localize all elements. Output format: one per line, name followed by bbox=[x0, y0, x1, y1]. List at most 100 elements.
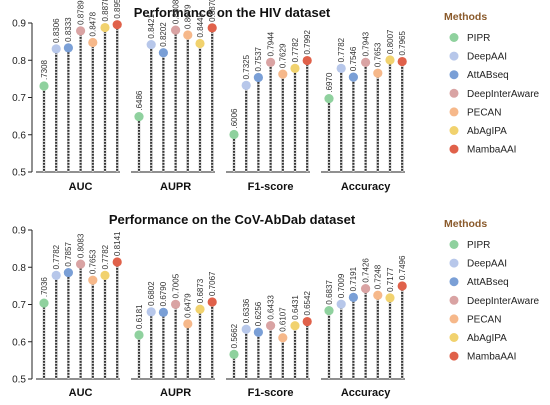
data-label: 0.7426 bbox=[361, 258, 370, 283]
data-label: 0.8141 bbox=[113, 231, 122, 256]
y-tick-label: 0.9 bbox=[12, 226, 26, 237]
x-category-label: Accuracy bbox=[341, 387, 391, 399]
legend-marker-pipr bbox=[449, 240, 459, 249]
point-mambaaai bbox=[397, 281, 407, 291]
data-label: 0.7943 bbox=[361, 31, 370, 56]
legend-entry-abagipa: AbAgIPA bbox=[467, 126, 507, 137]
point-pipr bbox=[229, 349, 239, 359]
data-label: 0.8306 bbox=[52, 18, 61, 43]
point-abagipa bbox=[385, 293, 395, 303]
legend: Methods PIPR DeepAAI AttABseq DeepInterAware… bbox=[444, 11, 540, 156]
point-abagipa bbox=[195, 304, 205, 314]
data-label: 0.6336 bbox=[242, 298, 251, 323]
point-mambaaai bbox=[397, 56, 407, 67]
data-label: 0.8333 bbox=[64, 17, 73, 42]
data-label: 0.8955 bbox=[113, 0, 122, 19]
y-tick-label: 0.8 bbox=[12, 56, 26, 67]
data-label: 0.7537 bbox=[254, 46, 263, 71]
data-label: .6970 bbox=[325, 72, 334, 93]
legend-marker-deepaai bbox=[449, 51, 459, 61]
point-mambaaai bbox=[302, 55, 312, 66]
data-label: 0.7782 bbox=[291, 37, 300, 62]
legend-marker-deepinteraware bbox=[449, 88, 459, 98]
y-tick-label: 0.5 bbox=[12, 168, 26, 179]
legend-marker-deepinteraware bbox=[449, 295, 459, 305]
x-category-label: F1-score bbox=[248, 181, 294, 193]
y-tick-label: 0.7 bbox=[12, 300, 26, 311]
data-label: .6486 bbox=[135, 90, 144, 111]
data-label: 0.6873 bbox=[196, 278, 205, 303]
legend-entry-deepaai: DeepAAI bbox=[467, 259, 507, 270]
data-label: 0.7653 bbox=[89, 249, 98, 274]
legend: Methods PIPR DeepAAI AttABseq DeepInterAware… bbox=[444, 218, 540, 363]
data-label: 0.8449 bbox=[196, 13, 205, 38]
legend-marker-deepaai bbox=[449, 258, 459, 268]
legend-marker-abagipa bbox=[449, 126, 459, 135]
point-deepinteraware bbox=[171, 25, 181, 35]
data-label: 0.8808 bbox=[171, 0, 180, 24]
point-pipr bbox=[229, 129, 239, 140]
data-label: .7036 bbox=[40, 277, 49, 298]
x-category-label: Accuracy bbox=[341, 181, 391, 193]
data-label: 0.7992 bbox=[303, 30, 312, 55]
data-label: 0.7191 bbox=[349, 266, 358, 291]
point-attabseq bbox=[63, 267, 73, 278]
data-label: 0.6837 bbox=[325, 280, 334, 305]
point-deepinteraware bbox=[361, 57, 371, 67]
point-pipr bbox=[324, 305, 334, 316]
point-pipr bbox=[39, 81, 49, 91]
point-pipr bbox=[134, 330, 144, 340]
data-label: 0.8421 bbox=[147, 14, 156, 39]
point-attabseq bbox=[348, 292, 358, 302]
point-pipr bbox=[324, 94, 334, 104]
point-deepaai bbox=[146, 39, 156, 50]
data-label: 0.8007 bbox=[386, 29, 395, 54]
data-label: 0.6479 bbox=[184, 293, 193, 318]
legend-marker-mambaaai bbox=[449, 351, 459, 361]
data-label: 0.7496 bbox=[398, 255, 407, 280]
data-label: 0.6802 bbox=[147, 281, 156, 306]
point-deepaai bbox=[51, 270, 61, 280]
legend-marker-pecan bbox=[449, 314, 459, 324]
point-abagipa bbox=[100, 22, 110, 33]
data-label: 0.7005 bbox=[171, 273, 180, 298]
data-label: 0.7009 bbox=[337, 273, 346, 298]
legend-entry-pecan: PECAN bbox=[467, 107, 501, 118]
data-label: 0.7653 bbox=[374, 42, 383, 67]
legend-marker-pecan bbox=[449, 107, 459, 117]
legend-entry-deepaai: DeepAAI bbox=[467, 52, 507, 63]
data-label: 0.8878 bbox=[101, 0, 110, 22]
x-category-label: AUC bbox=[69, 387, 93, 399]
legend-marker-abagipa bbox=[449, 333, 459, 342]
point-pecan bbox=[88, 37, 98, 48]
chart-title: Performance on the HIV dataset bbox=[134, 5, 331, 20]
y-tick-label: 0.5 bbox=[12, 375, 26, 386]
point-pecan bbox=[183, 30, 193, 40]
legend-marker-pipr bbox=[449, 33, 459, 42]
data-label: 0.7067 bbox=[208, 271, 217, 296]
point-attabseq bbox=[253, 72, 263, 83]
data-label: .7308 bbox=[40, 59, 49, 80]
point-attabseq bbox=[63, 43, 73, 53]
y-tick-label: 0.6 bbox=[12, 337, 26, 348]
point-deepaai bbox=[241, 324, 251, 334]
legend-entry-pipr: PIPR bbox=[467, 240, 490, 251]
x-category-label: AUPR bbox=[160, 387, 191, 399]
point-abagipa bbox=[290, 321, 300, 331]
point-deepinteraware bbox=[171, 299, 181, 309]
data-label: 0.8679 bbox=[184, 4, 193, 29]
data-label: 0.8870 bbox=[208, 0, 217, 22]
data-label: 0.7325 bbox=[242, 54, 251, 79]
point-pecan bbox=[373, 68, 383, 78]
point-pecan bbox=[88, 275, 98, 285]
point-pipr bbox=[134, 112, 144, 122]
data-label: 0.8083 bbox=[76, 233, 85, 258]
data-label: 0.6431 bbox=[291, 295, 300, 320]
data-label: 0.8789 bbox=[76, 0, 85, 25]
data-label: 0.7782 bbox=[101, 244, 110, 269]
legend-marker-attabseq bbox=[449, 277, 459, 287]
